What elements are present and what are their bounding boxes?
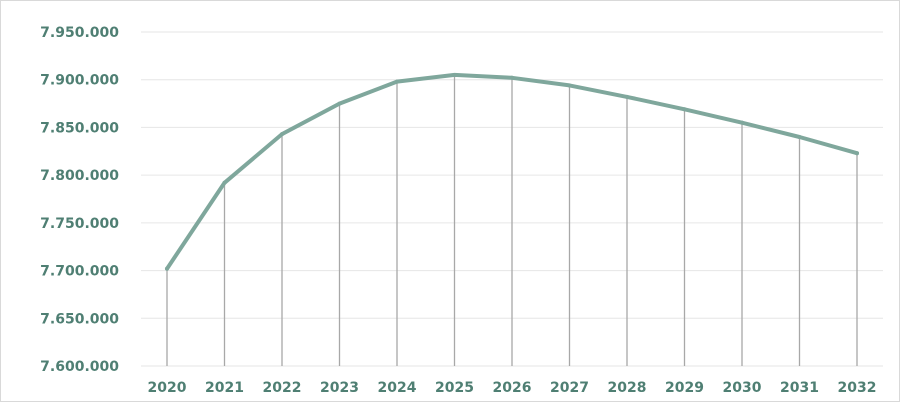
y-tick-label: 7.750.000 [40,216,119,232]
data-point [280,132,284,136]
x-tick-label: 2021 [205,380,244,396]
data-point [165,267,169,271]
x-tick-label: 2027 [550,380,589,396]
x-tick-label: 2022 [263,380,302,396]
data-point [855,151,859,155]
data-point [625,95,629,99]
x-tick-label: 2020 [148,380,187,396]
y-tick-label: 7.900.000 [40,73,119,89]
x-tick-label: 2023 [320,380,359,396]
x-tick-label: 2031 [780,380,819,396]
data-point [395,80,399,84]
x-tick-label: 2029 [665,380,704,396]
x-tick-label: 2024 [378,380,417,396]
data-point [568,83,572,87]
x-tick-label: 2028 [608,380,647,396]
x-axis-labels: 2020 2021 2022 2023 2024 2025 2026 2027 2028 2029… [148,380,877,396]
data-point [338,102,342,106]
x-tick-label: 2025 [435,380,474,396]
x-tick-label: 2032 [838,380,877,396]
y-tick-label: 7.850.000 [40,120,119,136]
data-point [740,121,744,125]
y-axis-labels: 7.600.000 7.650.000 7.700.000 7.750.000 7.80… [40,25,119,375]
y-tick-label: 7.600.000 [40,359,119,375]
data-point [453,73,457,77]
y-tick-label: 7.950.000 [40,25,119,41]
data-point [223,181,227,185]
y-tick-label: 7.700.000 [40,264,119,280]
x-tick-label: 2026 [493,380,532,396]
y-tick-label: 7.650.000 [40,311,119,327]
data-point [510,76,514,80]
data-point [683,107,687,111]
data-point [798,135,802,139]
y-tick-label: 7.800.000 [40,168,119,184]
drop-lines [167,75,857,366]
x-tick-label: 2030 [723,380,762,396]
